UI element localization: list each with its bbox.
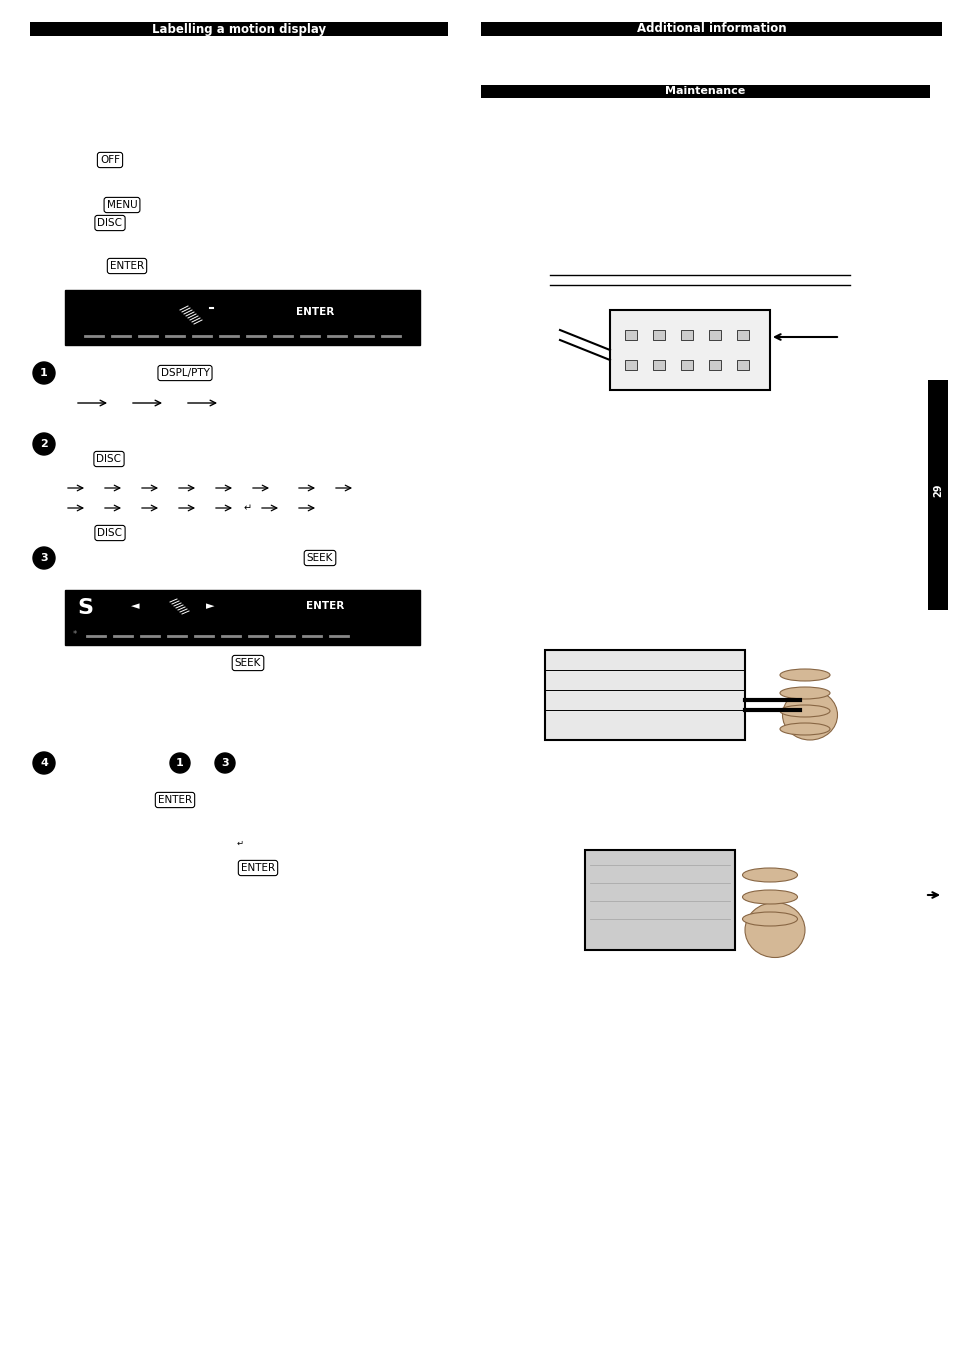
Bar: [927, 380, 947, 610]
Circle shape: [33, 362, 55, 384]
Text: 3: 3: [40, 553, 48, 562]
Text: 4: 4: [40, 758, 48, 768]
Bar: [708, 360, 720, 370]
Bar: [680, 360, 692, 370]
Text: Labelling a motion display: Labelling a motion display: [152, 23, 326, 35]
Circle shape: [33, 433, 55, 456]
Circle shape: [170, 753, 190, 773]
Circle shape: [33, 548, 55, 569]
Text: DISC: DISC: [96, 454, 121, 464]
Ellipse shape: [741, 868, 797, 882]
Bar: [65, 289, 419, 345]
Text: Maintenance: Maintenance: [664, 87, 745, 96]
Text: ENTER: ENTER: [295, 307, 334, 316]
Circle shape: [214, 753, 234, 773]
Bar: [480, 85, 929, 97]
Ellipse shape: [744, 903, 804, 957]
Text: DISC: DISC: [97, 529, 122, 538]
Text: *: *: [72, 330, 77, 338]
Ellipse shape: [780, 704, 829, 717]
Bar: [708, 330, 720, 339]
Text: ENTER: ENTER: [158, 795, 192, 804]
Text: Additional information: Additional information: [636, 23, 785, 35]
Text: ◄: ◄: [131, 602, 139, 611]
Text: ENTER: ENTER: [110, 261, 144, 270]
Text: DSPL/PTY: DSPL/PTY: [160, 368, 210, 379]
Ellipse shape: [741, 913, 797, 926]
Text: *: *: [72, 630, 77, 638]
Text: SEEK: SEEK: [234, 658, 261, 668]
Text: ENTER: ENTER: [241, 863, 274, 873]
Bar: [737, 360, 748, 370]
Text: 2: 2: [40, 439, 48, 449]
Text: ↵: ↵: [244, 503, 252, 512]
Text: MENU: MENU: [107, 200, 137, 210]
Bar: [680, 330, 692, 339]
Bar: [544, 650, 744, 740]
Ellipse shape: [780, 669, 829, 681]
Bar: [65, 589, 419, 645]
Ellipse shape: [780, 687, 829, 699]
Text: S: S: [77, 598, 92, 618]
Ellipse shape: [780, 723, 829, 735]
Text: 1: 1: [176, 758, 184, 768]
Text: ↵: ↵: [236, 838, 243, 848]
Ellipse shape: [781, 690, 837, 740]
Bar: [624, 330, 637, 339]
Bar: [480, 22, 941, 37]
Circle shape: [33, 752, 55, 773]
Text: ►: ►: [206, 602, 214, 611]
Text: OFF: OFF: [100, 155, 120, 165]
Text: 1: 1: [40, 368, 48, 379]
Bar: [737, 330, 748, 339]
Bar: [652, 360, 664, 370]
Text: DISC: DISC: [97, 218, 122, 228]
Ellipse shape: [741, 890, 797, 904]
Bar: [609, 310, 769, 389]
Bar: [30, 22, 448, 37]
Bar: [584, 850, 734, 950]
Bar: [624, 360, 637, 370]
Text: ENTER: ENTER: [306, 602, 344, 611]
Bar: [652, 330, 664, 339]
Text: 3: 3: [221, 758, 229, 768]
Text: 29: 29: [932, 483, 942, 496]
Text: SEEK: SEEK: [307, 553, 333, 562]
